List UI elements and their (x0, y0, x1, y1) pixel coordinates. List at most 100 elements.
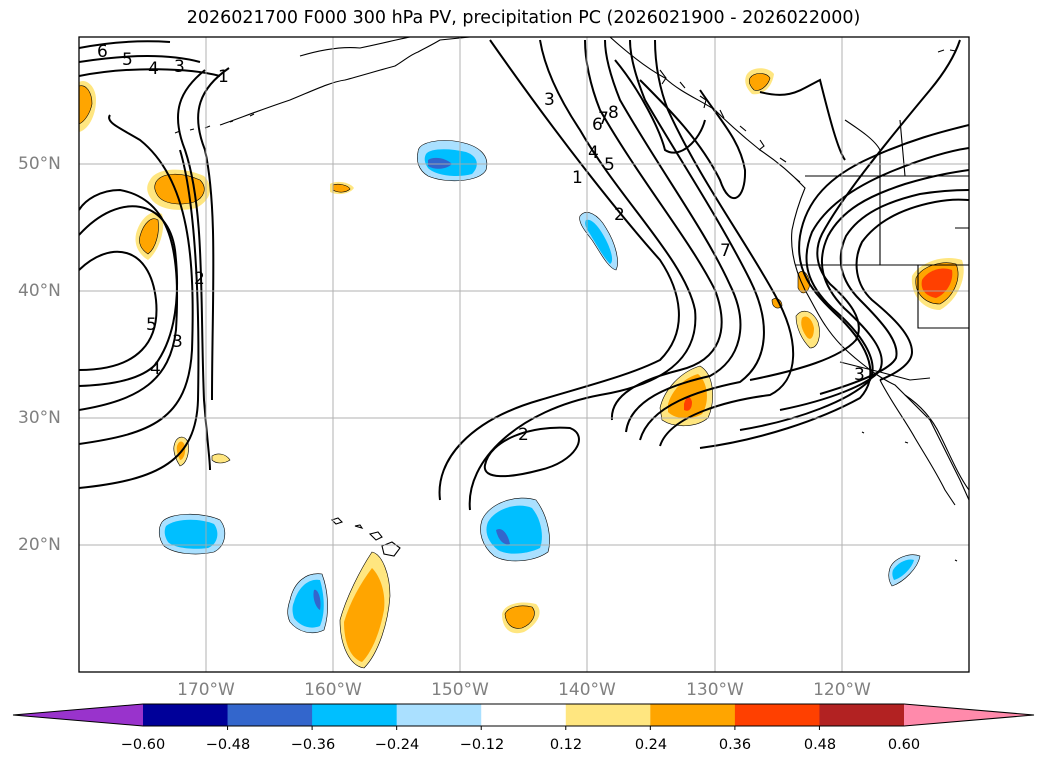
pv-contour-line (855, 198, 969, 381)
pv-contour-line (79, 149, 200, 489)
lon-label: 170°W (177, 680, 235, 700)
contour-label: 7 (598, 109, 609, 129)
precip-negative-patch (424, 149, 477, 176)
colorbar-segment (650, 704, 736, 726)
colorbar-segment (227, 704, 313, 726)
pv-contour-line (759, 78, 846, 161)
colorbar-segment (819, 704, 905, 726)
colorbar-segment (312, 704, 398, 726)
contour-label: 2 (614, 205, 625, 225)
contour-label: 4 (588, 143, 599, 163)
precip-negative-patch (428, 157, 452, 169)
lon-label: 150°W (431, 680, 489, 700)
contour-label: 4 (150, 359, 161, 379)
contour-label: 4 (148, 59, 159, 79)
alaska-coastline (219, 37, 471, 126)
lat-label: 40°N (18, 281, 61, 301)
precip-positive-patch (79, 85, 93, 125)
precip-positive-patch (139, 218, 159, 255)
pv-contour-line (438, 39, 680, 501)
map-frame (78, 36, 970, 673)
contour-label: 5 (604, 155, 615, 175)
colorbar-outline (12, 703, 1035, 727)
lat-label: 30°N (18, 408, 61, 428)
pv-contour-line (79, 250, 158, 371)
pv-contour-line (604, 39, 742, 433)
contour-label: 1 (572, 168, 583, 188)
lon-label: 120°W (813, 680, 871, 700)
coastline-layer (174, 37, 969, 562)
lat-label: 20°N (18, 535, 61, 555)
colorbar-tick-label: −0.60 (120, 737, 166, 753)
pv-contour-line (779, 169, 969, 411)
colorbar (12, 703, 1035, 730)
pv-contour-line (629, 39, 765, 441)
contour-label: 2 (518, 425, 529, 445)
pv-contour-line (79, 55, 201, 63)
contour-label: 8 (608, 103, 619, 123)
precip-anomaly-layer (79, 68, 964, 669)
colorbar-tick-label: 0.60 (887, 737, 921, 753)
contour-labels: 6 5 4 3 1 2 3 4 5 3 4 5 6 7 8 1 2 3 2 7 (97, 42, 865, 445)
pv-contour-line (639, 79, 747, 200)
contour-label: 5 (146, 315, 157, 335)
contour-label: 6 (592, 115, 603, 135)
pv-contour-line (79, 205, 178, 387)
precip-positive-patch (504, 605, 535, 629)
pv-contour-line (197, 67, 230, 401)
precip-positive-patch (684, 396, 692, 411)
pv-contour-line (739, 147, 969, 431)
contour-label: 6 (97, 42, 108, 62)
mainland-mexico-coast (904, 394, 969, 491)
pv-contour-line (749, 39, 961, 381)
pv-contour-line (79, 68, 221, 77)
colorbar-tick-label: 0.36 (718, 737, 752, 753)
aleutian-islands (174, 113, 255, 134)
precip-positive-patch (332, 183, 351, 193)
colorbar-segment (396, 704, 482, 726)
lat-label: 50°N (18, 154, 61, 174)
precip-positive-patch (801, 316, 814, 339)
colorbar-tick-label: 0.12 (549, 737, 583, 753)
north-america-coastline (609, 37, 969, 501)
pv-contour-line (654, 39, 795, 447)
island-dots (861, 49, 958, 562)
colorbar-segment (143, 704, 229, 726)
alaska-coastline (299, 37, 411, 57)
pv-contour-line (819, 189, 969, 395)
colorbar-tick-label: −0.36 (290, 737, 336, 753)
pv-contour-line (176, 69, 211, 471)
colorbar-tick-label: 0.48 (803, 737, 837, 753)
pv-contour-line (483, 426, 580, 478)
lon-label: 160°W (304, 680, 362, 700)
precip-negative-patch (486, 505, 542, 554)
pv-contour-line (79, 188, 179, 411)
precip-positive-patch (344, 568, 385, 662)
contour-label: 3 (174, 57, 185, 77)
precip-negative-patch (313, 589, 321, 610)
colorbar-segment (734, 704, 820, 726)
contour-label: 3 (854, 365, 865, 385)
baja-california-coast (879, 379, 956, 506)
precip-positive-patch (154, 173, 205, 205)
gridlines (79, 37, 969, 672)
precip-negative-patch (164, 519, 218, 549)
colorbar-tick-label: −0.48 (205, 737, 251, 753)
us-mexico-border (839, 361, 931, 381)
colorbar-extend-max (904, 704, 1034, 726)
contour-label: 5 (122, 50, 133, 70)
contour-label: 1 (218, 67, 229, 87)
precip-positive-patch (211, 453, 231, 464)
colorbar-extend-min (13, 704, 143, 726)
pv-contour-line (584, 39, 723, 421)
pv-contour-layer (79, 39, 969, 511)
pv-contour-line (79, 114, 194, 445)
lon-label: 140°W (558, 680, 616, 700)
colorbar-tick-label: −0.24 (374, 737, 420, 753)
colorbar-segment (481, 704, 567, 726)
precip-negative-patch (496, 528, 510, 545)
colorbar-tick-label: 0.24 (634, 737, 668, 753)
precip-positive-patch (748, 73, 771, 91)
contour-label: 7 (720, 241, 731, 261)
